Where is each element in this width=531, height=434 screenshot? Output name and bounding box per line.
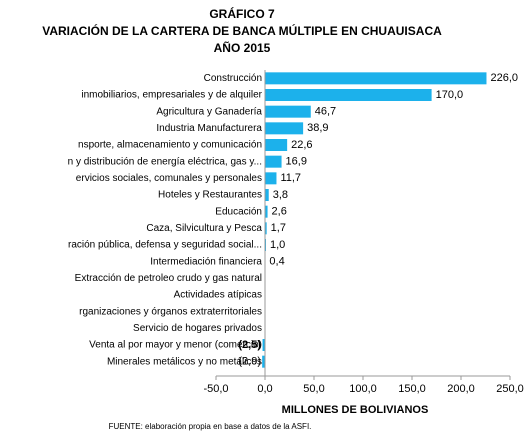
- y-tick-label: ración pública, defensa y seguridad soci…: [68, 240, 262, 251]
- y-tick-label: Extracción de petroleo crudo y gas natur…: [75, 273, 262, 284]
- bar: [262, 339, 265, 351]
- value-label: 1,0: [270, 239, 285, 251]
- source-note: FUENTE: elaboración propia en base a dat…: [109, 422, 312, 431]
- bar: [262, 355, 265, 368]
- y-tick-label: inmobiliarios, empresariales y de alquil…: [81, 90, 262, 101]
- chart-title: AÑO 2015: [214, 40, 271, 55]
- value-label: (2,9): [238, 356, 261, 368]
- bar: [265, 89, 432, 101]
- value-label: 170,0: [436, 89, 464, 101]
- bar: [265, 72, 487, 85]
- y-tick-label: ervicios sociales, comunales y personale…: [76, 173, 262, 184]
- x-tick-label: 100,0: [349, 383, 377, 395]
- bar: [265, 105, 311, 118]
- chart-title: GRÁFICO 7: [209, 6, 275, 21]
- y-tick-label: Construcción: [204, 73, 262, 84]
- x-tick-label: 50,0: [303, 383, 324, 395]
- value-label: 0,4: [269, 256, 284, 268]
- bar: [265, 205, 268, 218]
- bar: [265, 189, 269, 201]
- x-tick-label: 200,0: [447, 383, 475, 395]
- value-label: 22,6: [291, 139, 312, 151]
- y-tick-label: n y distribución de energía eléctrica, g…: [68, 156, 262, 167]
- x-tick-label: -50,0: [203, 383, 228, 395]
- x-tick-label: 250,0: [496, 383, 524, 395]
- value-label: 1,7: [271, 222, 286, 234]
- bar: [265, 122, 304, 135]
- y-tick-label: Servicio de hogares privados: [133, 323, 262, 334]
- value-label: 2,6: [272, 206, 287, 218]
- bar: [265, 172, 277, 185]
- y-tick-label: Minerales metálicos y no metálicos: [107, 356, 262, 367]
- chart-title: VARIACIÓN DE LA CARTERA DE BANCA MÚLTIPL…: [42, 23, 442, 38]
- value-label: 226,0: [490, 72, 518, 84]
- y-tick-label: Industria Manufacturera: [156, 123, 262, 134]
- y-tick-label: rganizaciones y órganos extraterritorial…: [79, 306, 262, 317]
- x-axis-title: MILLONES DE BOLIVIANOS: [282, 404, 429, 416]
- value-label: 11,7: [280, 172, 301, 184]
- y-tick-label: Hoteles y Restaurantes: [158, 190, 262, 201]
- y-tick-label: Educación: [215, 206, 262, 217]
- bar: [265, 155, 282, 168]
- value-label: 46,7: [315, 106, 336, 118]
- y-tick-label: nsporte, almacenamiento y comunicación: [78, 140, 262, 151]
- value-label: 16,9: [286, 156, 307, 168]
- x-tick-label: 150,0: [398, 383, 426, 395]
- y-tick-label: Venta al por mayor y menor (comercio): [89, 340, 262, 351]
- value-label: (2,5): [238, 339, 261, 351]
- value-label: 3,8: [273, 189, 288, 201]
- bar: [265, 139, 288, 151]
- y-tick-label: Caza, Silvicultura y Pesca: [146, 223, 262, 234]
- bar: [265, 222, 267, 235]
- y-tick-label: Intermediación financiera: [150, 256, 262, 267]
- value-label: 38,9: [307, 122, 328, 134]
- y-tick-label: Agricultura y Ganadería: [156, 106, 262, 117]
- x-tick-label: 0,0: [257, 383, 272, 395]
- y-tick-label: Actividades atípicas: [174, 290, 262, 301]
